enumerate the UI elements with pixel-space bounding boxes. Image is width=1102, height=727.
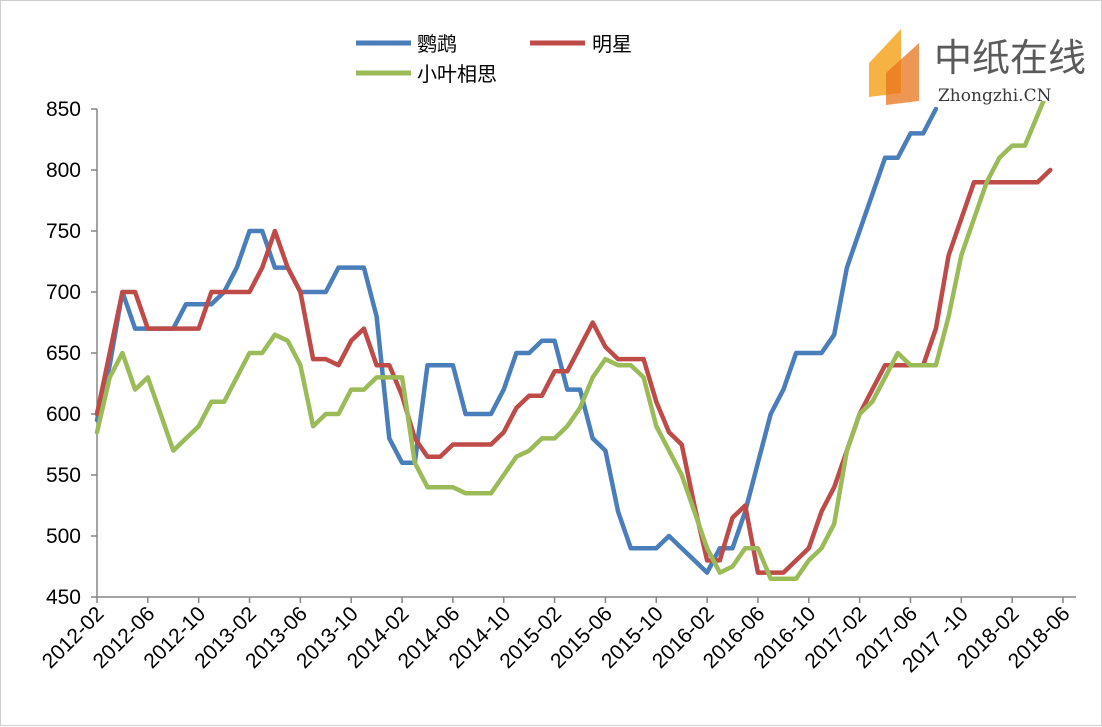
y-tick-label: 750 (46, 220, 81, 243)
series-group (94, 101, 1053, 581)
y-tick-label: 600 (46, 403, 81, 426)
y-tick-label: 800 (46, 159, 81, 182)
x-ticks: 2012-022012-062012-102013-022013-062013-… (38, 597, 1075, 677)
y-tick-label: 450 (46, 586, 81, 609)
y-ticks: 450 500 550 600 650 700 750 800 850 (46, 98, 97, 609)
watermark-en: Zhongzhi.CN (938, 86, 1052, 106)
logo-mark-shadow-icon (886, 43, 919, 105)
y-tick-label: 650 (46, 342, 81, 365)
y-tick-label: 500 (46, 525, 81, 548)
legend-label-yingwu: 鹦鹉 (417, 32, 457, 56)
watermark-logo: 中纸在线 Zhongzhi.CN (869, 29, 1086, 106)
series-line-xiaoyexiangsi (94, 101, 1046, 581)
legend-label-mingxing: 明星 (592, 32, 632, 56)
y-tick-label: 700 (46, 281, 81, 304)
series-line-yingwu (94, 106, 939, 575)
legend: 鹦鹉 明星 小叶相思 (356, 32, 632, 86)
y-tick-label: 550 (46, 464, 81, 487)
watermark-cn: 中纸在线 (934, 36, 1086, 80)
axes: 450 500 550 600 650 700 750 800 850 2012-022012-… (38, 98, 1076, 677)
legend-label-xiaoyexiangsi: 小叶相思 (417, 62, 497, 86)
y-tick-label: 850 (46, 98, 81, 121)
